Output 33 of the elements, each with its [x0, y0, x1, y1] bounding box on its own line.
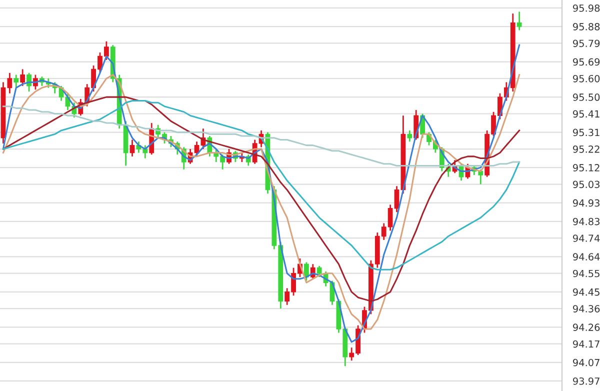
y-tick-label: 95.79 — [573, 40, 600, 48]
y-tick-label: 94.26 — [573, 324, 600, 331]
y-tick-label: 95.22 — [573, 145, 600, 153]
candlestick — [407, 130, 412, 142]
y-tick-label: 93.97 — [573, 377, 600, 385]
y-tick-label: 94.36 — [573, 305, 600, 312]
y-tick-label: 95.31 — [573, 128, 600, 136]
y-tick-label: 94.07 — [573, 358, 600, 366]
y-tick-label: 95.50 — [573, 94, 600, 101]
y-tick-label: 95.69 — [573, 58, 600, 66]
y-tick-label: 95.60 — [573, 74, 600, 82]
candlestick — [316, 265, 322, 278]
candlestick — [130, 139, 135, 158]
candlestick — [26, 72, 32, 92]
y-tick-label: 94.93 — [573, 199, 600, 207]
line-series — [2, 100, 520, 270]
y-tick-label: 94.74 — [573, 234, 600, 242]
y-tick-label: 95.41 — [573, 110, 600, 118]
candlestick — [20, 68, 26, 87]
y-tick-label: 94.45 — [573, 288, 600, 296]
y-tick-label: 95.03 — [573, 180, 600, 188]
y-tick-label: 94.83 — [573, 218, 600, 226]
y-tick-label: 95.88 — [573, 23, 600, 30]
candlestick — [516, 10, 522, 31]
candlestick — [394, 185, 400, 213]
y-tick-label: 95.12 — [573, 164, 600, 172]
y-tick-label: 94.17 — [573, 340, 600, 348]
candlestick — [304, 262, 309, 282]
y-tick-label: 94.55 — [573, 270, 600, 278]
y-tick-label: 94.64 — [573, 253, 600, 260]
y-tick-label: 95.98 — [573, 4, 600, 12]
candlestick — [14, 74, 19, 88]
candlestick — [478, 168, 484, 185]
